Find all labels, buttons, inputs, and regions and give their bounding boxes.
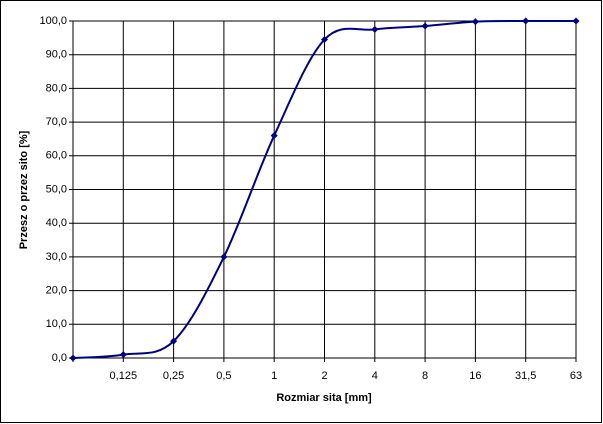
x-tick-label: 31,5 [515,370,536,382]
y-tick-label: 70,0 [46,116,67,128]
x-tick-label: 1 [271,370,277,382]
point-marker [522,17,530,25]
point-marker [69,354,77,362]
y-tick-label: 50,0 [46,183,67,195]
x-tick-label: 0,125 [110,370,138,382]
point-marker [220,253,228,261]
plot-area [72,20,577,359]
point-marker [170,337,178,345]
series-line [72,19,577,359]
point-marker [421,22,429,30]
y-tick-label: 90,0 [46,49,67,61]
point-marker [119,351,127,359]
x-tick-label: 0,25 [163,370,184,382]
y-tick-label: 60,0 [46,150,67,162]
x-tick-label: 63 [570,370,582,382]
y-tick-label: 40,0 [46,217,67,229]
y-tick-label: 10,0 [46,318,67,330]
point-marker [321,36,328,44]
y-tick-label: 30,0 [46,251,67,263]
point-marker [371,25,379,33]
point-marker [471,18,479,26]
y-tick-label: 80,0 [46,82,67,94]
x-tick-label: 16 [469,370,481,382]
y-tick-label: 100,0 [39,15,67,27]
x-tick-label: 2 [321,370,327,382]
x-tick-label: 4 [372,370,378,382]
point-marker [270,132,278,140]
y-tick-label: 0,0 [52,352,67,364]
y-axis-title: Przesz o przez sito [%] [18,130,30,249]
point-marker [572,17,580,25]
x-tick-label: 8 [422,370,428,382]
y-tick-label: 20,0 [46,285,67,297]
x-axis-title: Rozmiar sita [mm] [276,392,372,404]
x-tick-label: 0,5 [216,370,231,382]
